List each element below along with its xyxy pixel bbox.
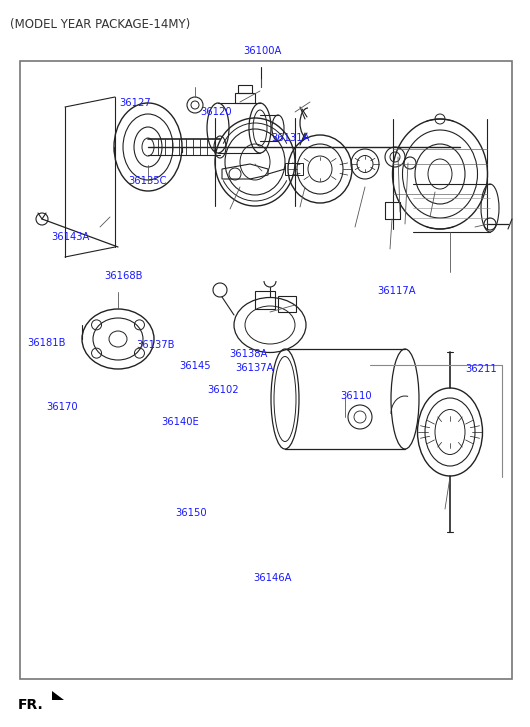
Text: 36117A: 36117A [377, 286, 416, 296]
Text: 36120: 36120 [200, 107, 232, 117]
Text: 36143A: 36143A [51, 232, 90, 242]
Text: 36110: 36110 [340, 391, 372, 401]
Bar [235, 93, 255, 103]
Text: 36145: 36145 [179, 361, 211, 371]
Text: 36140E: 36140E [161, 417, 199, 427]
Text: 36135C: 36135C [128, 176, 166, 186]
Text: 36181B: 36181B [28, 338, 66, 348]
Text: 36150: 36150 [175, 507, 207, 518]
Text: 36131A: 36131A [271, 133, 310, 143]
Text: 36100A: 36100A [243, 46, 281, 56]
Text: 36211: 36211 [465, 364, 497, 374]
Text: 36146A: 36146A [254, 573, 292, 583]
Text: FR.: FR. [18, 698, 44, 712]
Text: 36137B: 36137B [136, 340, 174, 350]
Text: 36168B: 36168B [104, 271, 143, 281]
Text: 36137A: 36137A [235, 363, 273, 373]
Bar [255, 291, 275, 309]
Bar [278, 296, 296, 312]
Bar [285, 163, 303, 175]
Polygon shape [52, 691, 64, 700]
Text: (MODEL YEAR PACKAGE-14MY): (MODEL YEAR PACKAGE-14MY) [10, 18, 190, 31]
Text: 36102: 36102 [207, 385, 238, 395]
Bar [20, 61, 512, 679]
Text: 36138A: 36138A [229, 349, 267, 359]
Text: 36127: 36127 [119, 98, 151, 108]
Bar [238, 85, 252, 93]
Text: 36170: 36170 [47, 402, 78, 412]
